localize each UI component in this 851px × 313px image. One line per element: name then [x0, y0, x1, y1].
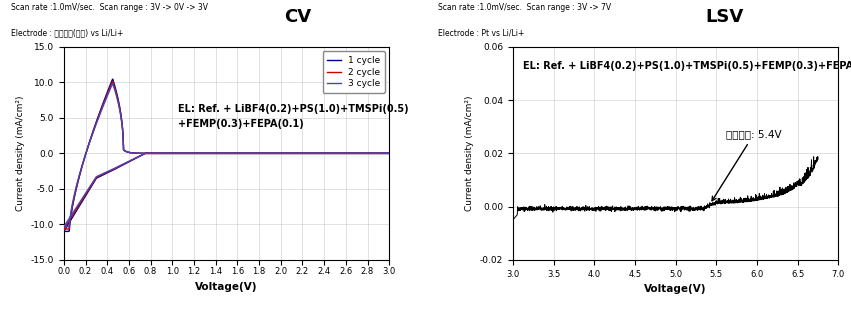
Text: Scan rate :1.0mV/sec.  Scan range : 3V -> 0V -> 3V: Scan rate :1.0mV/sec. Scan range : 3V ->…: [11, 3, 208, 12]
1 cycle: [279, 151, 289, 155]
3 cycle: [169, 151, 180, 155]
Legend: 1 cycle, 2 cycle, 3 cycle: 1 cycle, 2 cycle, 3 cycle: [323, 51, 385, 93]
Text: Electrode : Pt vs Li/Li+: Electrode : Pt vs Li/Li+: [438, 28, 524, 37]
Title: LSV: LSV: [705, 8, 744, 26]
Line: 3 cycle: 3 cycle: [64, 84, 389, 227]
3 cycle: [59, 225, 69, 228]
2 cycle: [368, 151, 378, 155]
Y-axis label: Current density (mA/cm²): Current density (mA/cm²): [465, 95, 474, 211]
1 cycle: [368, 151, 378, 155]
3 cycle: [59, 225, 69, 228]
Text: EL: Ref. + LiBF4(0.2)+PS(1.0)+TMSPi(0.5)+FEMP(0.3)+FEPA(0.1): EL: Ref. + LiBF4(0.2)+PS(1.0)+TMSPi(0.5)…: [523, 61, 851, 70]
2 cycle: [107, 80, 117, 83]
X-axis label: Voltage(V): Voltage(V): [195, 282, 258, 292]
2 cycle: [279, 151, 289, 155]
Title: CV: CV: [284, 8, 311, 26]
1 cycle: [354, 151, 364, 155]
3 cycle: [279, 151, 289, 155]
1 cycle: [169, 151, 180, 155]
2 cycle: [59, 227, 69, 231]
1 cycle: [146, 151, 156, 155]
Text: +FEMP(0.3)+FEPA(0.1): +FEMP(0.3)+FEPA(0.1): [178, 119, 304, 129]
2 cycle: [59, 227, 69, 231]
1 cycle: [342, 151, 352, 155]
3 cycle: [342, 151, 352, 155]
2 cycle: [169, 151, 180, 155]
3 cycle: [107, 82, 117, 85]
1 cycle: [59, 229, 69, 233]
2 cycle: [342, 151, 352, 155]
3 cycle: [354, 151, 364, 155]
1 cycle: [107, 77, 117, 81]
3 cycle: [146, 151, 156, 155]
Line: 1 cycle: 1 cycle: [64, 79, 389, 231]
1 cycle: [59, 229, 69, 233]
Text: Scan rate :1.0mV/sec.  Scan range : 3V -> 7V: Scan rate :1.0mV/sec. Scan range : 3V ->…: [438, 3, 611, 12]
3 cycle: [368, 151, 378, 155]
Text: 분해전압: 5.4V: 분해전압: 5.4V: [712, 129, 781, 201]
Y-axis label: Current density (mA/cm²): Current density (mA/cm²): [16, 95, 26, 211]
2 cycle: [354, 151, 364, 155]
Line: 2 cycle: 2 cycle: [64, 81, 389, 229]
X-axis label: Voltage(V): Voltage(V): [644, 284, 707, 294]
2 cycle: [146, 151, 156, 155]
Text: EL: Ref. + LiBF4(0.2)+PS(1.0)+TMSPi(0.5): EL: Ref. + LiBF4(0.2)+PS(1.0)+TMSPi(0.5): [178, 104, 408, 114]
Text: Electrode : 흑연음극(양면) vs Li/Li+: Electrode : 흑연음극(양면) vs Li/Li+: [11, 28, 123, 37]
